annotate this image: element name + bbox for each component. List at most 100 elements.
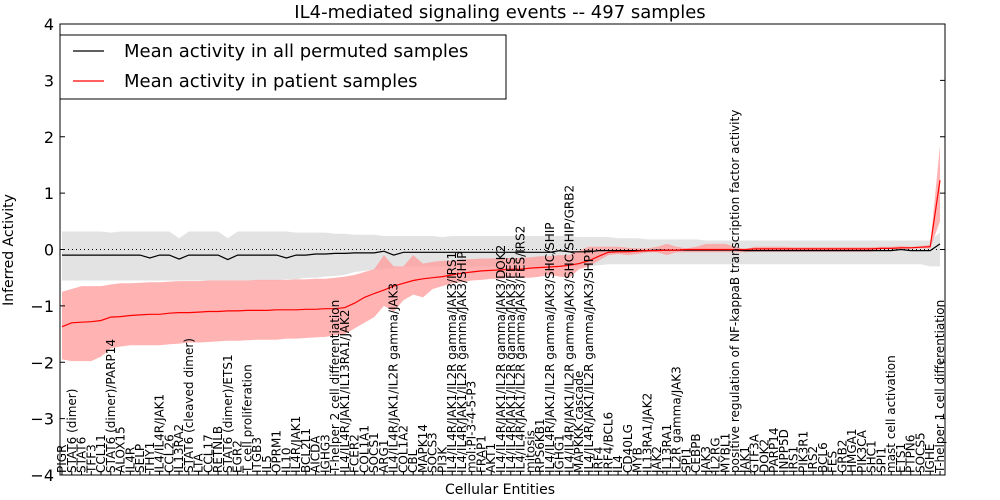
x-tick-label: STAT6 (cleaved dimer) xyxy=(182,338,196,473)
x-tick-label: INPP5D xyxy=(777,429,791,473)
x-tick-label: SOCS1 xyxy=(367,432,381,473)
x-tick-label: SPI1 xyxy=(679,447,693,473)
x-tick-label: IL13RA2 xyxy=(172,424,186,473)
x-tick-label: MYBL1 xyxy=(718,433,732,473)
x-tick-label: IL13RA1 xyxy=(660,424,674,473)
x-tick-label: AICDA xyxy=(309,435,323,473)
x-tick-label: IGHE xyxy=(923,444,937,473)
x-tick-label: JAK1 xyxy=(738,446,752,474)
y-tick-label: 4 xyxy=(44,15,54,34)
x-tick-label: ALOX15 xyxy=(114,426,128,473)
x-tick-label: LTA xyxy=(192,453,206,473)
x-tick-label: STAT6 xyxy=(75,437,89,473)
x-tick-label: CD40LG xyxy=(621,424,635,473)
x-tick-label: IL4/IL4R/JAK1/IL2R gamma/JAK3/FES/IRS2 xyxy=(514,226,528,473)
y-tick-label: −3 xyxy=(30,410,54,429)
x-tick-label: IL4/IL4R/JAK1 xyxy=(153,394,167,473)
x-tick-label: PIGR xyxy=(55,445,69,473)
legend-label-permuted: Mean activity in all permuted samples xyxy=(124,41,468,62)
x-tick-label: OPRM1 xyxy=(270,430,284,473)
x-tick-label: AKT1 xyxy=(484,443,498,473)
x-tick-label: PARP14 xyxy=(767,427,781,473)
x-tick-label: BCL2L1 xyxy=(299,428,313,473)
x-tick-label: positive regulation of NF-kappaB transcr… xyxy=(728,110,742,473)
x-tick-label: IL5 xyxy=(260,455,274,473)
legend: Mean activity in all permuted samples Me… xyxy=(59,34,507,100)
y-tick-label: 1 xyxy=(44,184,54,203)
y-tick-label: 3 xyxy=(44,71,54,90)
x-tick-label: T-helper 1 cell differentiation xyxy=(933,300,947,474)
band-permuted xyxy=(62,231,940,281)
x-tick-label: COL1A1 xyxy=(357,425,371,473)
x-tick-label: EGR2 xyxy=(231,440,245,473)
x-tick-label: IL4/IL4R/JAK1/IL2R gamma/JAK3/IRS1 xyxy=(445,252,459,473)
x-tick-label: IL4/IL4R/JAK1/IL2R gamma/JAK3/DOK2 xyxy=(494,245,508,473)
x-tick-label: GRB2 xyxy=(835,439,849,473)
y-tick-label: 2 xyxy=(44,128,54,147)
x-tick-label: ETS1 xyxy=(894,443,908,473)
line-permuted xyxy=(62,243,941,261)
x-tick-label: ARG1 xyxy=(377,440,391,473)
y-tick-label: −4 xyxy=(30,466,54,485)
x-tick-label: IL4/IL4R/JAK1/IL2R gamma/JAK3 xyxy=(387,283,401,473)
x-tick-label: STAT6 (dimer)/PARP14 xyxy=(104,339,118,473)
x-tick-label: IL13RA1/JAK2 xyxy=(640,393,654,473)
x-tick-label: IL4/IL4R/JAK1/IL2R gamma/JAK3/SHIP xyxy=(455,252,469,473)
x-tick-label: CEBPB xyxy=(689,433,703,473)
x-tick-label: SPI1 xyxy=(874,447,888,473)
x-tick-label: PIK3CA xyxy=(855,429,869,473)
x-tick-label: PIK3R1 xyxy=(796,431,810,473)
x-tick-label: IL2RG xyxy=(709,438,723,474)
x-tick-label: mast cell activation xyxy=(884,355,898,473)
x-tick-label: T-helper 2 cell differentiation xyxy=(328,300,342,474)
x-tick-label: IL4/IL4R/JAK1/IL2R gamma/JAK3/SHC/SHIP xyxy=(543,222,557,473)
x-tick-label: HMGA1 xyxy=(845,428,859,473)
x-tick-label: CCL11 xyxy=(94,434,108,473)
x-tick-label: STAT6 (dimer) xyxy=(65,389,79,473)
x-tick-label: IGHG1 xyxy=(553,434,567,473)
chart-title: IL4-mediated signaling events -- 497 sam… xyxy=(294,2,705,23)
x-tick-label: TFF3 xyxy=(84,444,98,474)
legend-label-patient: Mean activity in patient samples xyxy=(124,71,418,92)
x-tick-label: FCER2 xyxy=(348,434,362,473)
x-tick-label: THY1 xyxy=(143,442,157,474)
x-tick-label: T cell proliferation xyxy=(240,364,254,474)
y-tick-label: −1 xyxy=(30,297,54,316)
x-tick-label: mitosis xyxy=(523,430,537,473)
x-tick-label: IL4R xyxy=(123,447,137,473)
x-tick-label: IRF4 xyxy=(592,447,606,473)
x-tick-label: IRF4/BCL6 xyxy=(601,412,615,473)
bands-layer xyxy=(62,145,940,362)
x-tick-label: COL1A2 xyxy=(396,425,410,473)
x-tick-label: SOCS5 xyxy=(913,432,927,473)
x-tick-label: IL4 xyxy=(611,455,625,473)
x-tick-label: FES xyxy=(826,451,840,473)
x-tick-label: IL4/IL4R/JAK1/IL2R gamma/JAK3/SHP1 xyxy=(582,247,596,473)
y-axis-label: Inferred Activity xyxy=(1,194,17,306)
x-tick-label: IL2R gamma/JAK3 xyxy=(670,366,684,473)
x-tick-label: IL4R/JAK1 xyxy=(289,416,303,473)
x-tick-label: IGHG3 xyxy=(318,434,332,473)
x-tick-label: IL10 xyxy=(279,448,293,474)
x-tick-label: PTPN6 xyxy=(904,435,918,473)
x-tick-label: RETNLB xyxy=(211,426,225,473)
legend-box xyxy=(59,34,507,100)
x-tick-label: SELP xyxy=(133,444,147,473)
x-tick-label: MAPKKK cascade xyxy=(572,371,586,473)
x-tick-label: IRS2 xyxy=(806,446,820,473)
x-tick-label: SHC1 xyxy=(865,440,879,473)
band-patient xyxy=(62,145,940,362)
x-tick-label: BCL6 xyxy=(816,442,830,473)
x-tick-label: CCL17 xyxy=(201,434,215,473)
x-tick-label: GTF3A xyxy=(748,433,762,473)
x-tick-label: ITGB3 xyxy=(250,437,264,473)
x-tick-label: mol:PI-3-4-5-P3 xyxy=(465,381,479,473)
x-tick-label: STAT6 (dimer)/ETS1 xyxy=(221,354,235,473)
x-tick-label: JAK3 xyxy=(699,446,713,474)
x-tick-label: CCL26 xyxy=(162,434,176,473)
x-tick-label: PI3K xyxy=(435,446,449,473)
x-tick-label: DOK2 xyxy=(757,439,771,473)
plot-frame xyxy=(59,23,946,476)
